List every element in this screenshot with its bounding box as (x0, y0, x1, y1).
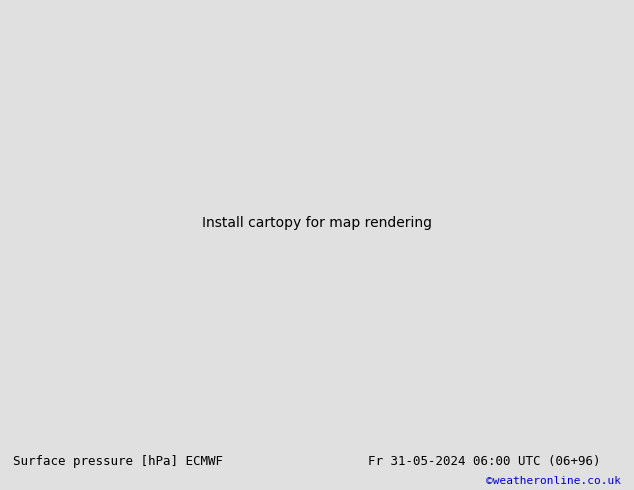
Text: ©weatheronline.co.uk: ©weatheronline.co.uk (486, 476, 621, 486)
Text: Surface pressure [hPa] ECMWF: Surface pressure [hPa] ECMWF (13, 455, 223, 468)
Text: Fr 31-05-2024 06:00 UTC (06+96): Fr 31-05-2024 06:00 UTC (06+96) (368, 455, 600, 468)
Text: Install cartopy for map rendering: Install cartopy for map rendering (202, 216, 432, 230)
